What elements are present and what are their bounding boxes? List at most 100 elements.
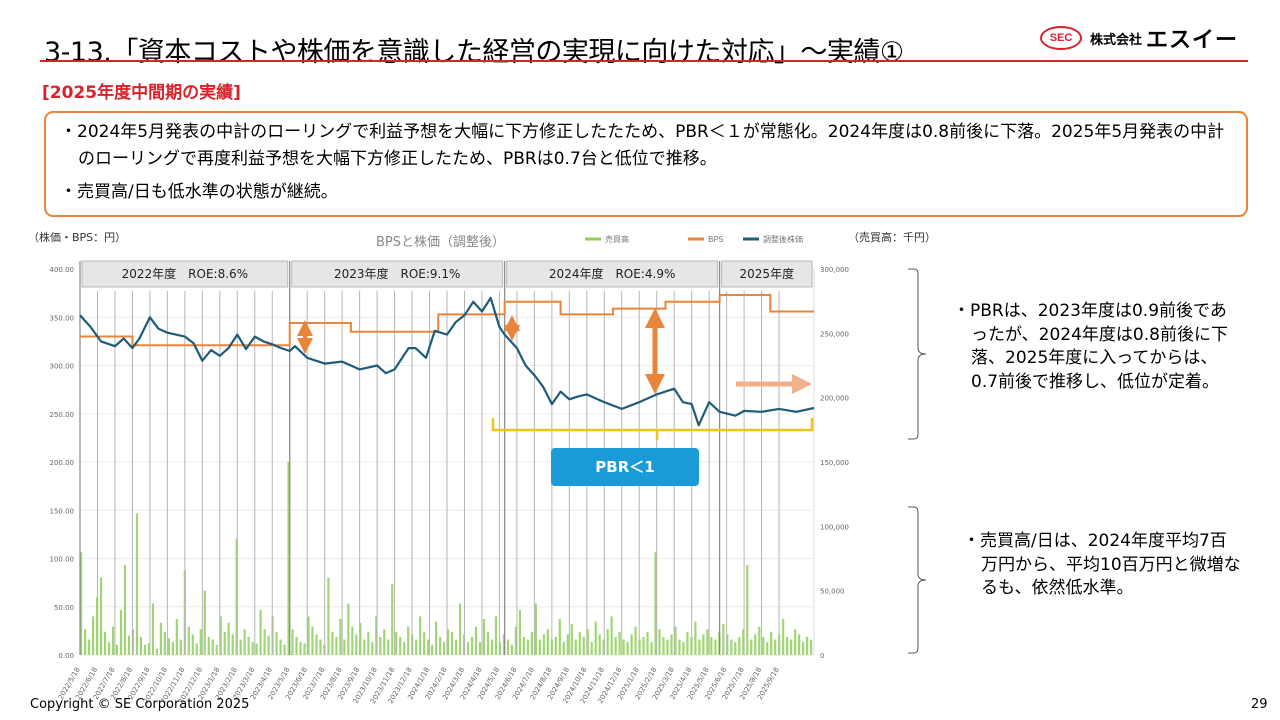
volume-bar: [371, 642, 374, 655]
volume-bar: [542, 634, 545, 655]
volume-bar: [686, 631, 689, 655]
volume-bar: [247, 636, 250, 655]
volume-bar: [758, 626, 761, 655]
volume-bar: [586, 629, 589, 655]
volume-bar: [239, 639, 242, 655]
bps-line: [80, 294, 814, 347]
legend-label: 売買高: [605, 234, 629, 244]
volume-bar: [311, 626, 314, 655]
volume-bar: [650, 642, 653, 655]
volume-bar: [387, 639, 390, 655]
volume-bar: [139, 636, 143, 655]
volume-bar: [215, 644, 218, 655]
volume-bar: [83, 629, 87, 655]
volume-bar: [766, 642, 769, 655]
volume-bar: [123, 564, 127, 655]
volume-bar: [171, 642, 174, 655]
volume-bar: [407, 626, 410, 655]
volume-bar: [582, 636, 585, 655]
volume-bar: [594, 621, 597, 655]
volume-bar: [538, 639, 541, 655]
volume-bar: [103, 631, 107, 655]
fiscal-year-label: 2025年度: [740, 266, 795, 281]
volume-bar: [458, 603, 462, 655]
volume-bar: [506, 639, 510, 655]
y-tick-label-right: 0: [820, 652, 824, 660]
volume-bar: [80, 552, 83, 655]
volume-bar: [494, 616, 498, 655]
volume-bar: [770, 631, 773, 655]
volume-bar: [243, 629, 246, 655]
volume-bar: [283, 644, 286, 655]
volume-bar: [522, 636, 525, 655]
volume-bar: [187, 626, 190, 655]
volume-bar: [223, 631, 226, 655]
copyright: Copyright © SE Corporation 2025: [30, 697, 250, 712]
volume-bar: [590, 642, 593, 655]
volume-bar: [207, 636, 210, 655]
volume-bar: [99, 577, 103, 655]
volume-bar: [734, 642, 737, 655]
title-underline: [40, 60, 1248, 62]
volume-note-brace: [908, 506, 927, 654]
volume-bar: [287, 462, 290, 655]
volume-bar: [363, 639, 366, 655]
volume-bar: [802, 642, 805, 655]
volume-bar: [267, 635, 270, 655]
volume-bar: [435, 621, 438, 655]
volume-bar: [682, 642, 685, 655]
y-tick-label-left: 400.00: [50, 266, 75, 274]
volume-bar: [335, 636, 338, 655]
volume-bar: [762, 636, 765, 655]
volume-bar: [730, 639, 733, 655]
y-tick-label-right: 300,000: [820, 266, 849, 274]
summary-bullet-2: ・売買高/日も低水準の状態が継続。: [60, 182, 338, 202]
volume-bar: [203, 590, 206, 655]
volume-bar: [259, 609, 262, 655]
pbr-badge: [551, 448, 699, 486]
left-axis-unit: （株価・BPS：円）: [28, 231, 127, 244]
page-number: 29: [1251, 697, 1268, 712]
chart-title: BPSと株価（調整後）: [376, 235, 505, 250]
volume-bar: [275, 631, 278, 655]
y-tick-label-left: 0.00: [58, 652, 74, 660]
volume-bar: [722, 624, 725, 655]
logo-mark: SEC: [1040, 26, 1082, 50]
volume-bar: [375, 616, 378, 655]
volume-bar: [510, 644, 514, 655]
right-axis-unit: （売買高：千円）: [848, 231, 936, 244]
y-tick-label-left: 100.00: [50, 556, 75, 564]
volume-bar: [714, 639, 717, 655]
volume-bar: [443, 642, 446, 655]
volume-bar: [754, 634, 757, 655]
volume-bar: [454, 639, 458, 655]
volume-bar: [530, 631, 533, 655]
fiscal-year-header: [506, 260, 719, 288]
price-line: [79, 296, 815, 427]
legend-label: 調整後株価: [763, 234, 803, 244]
volume-bar: [610, 616, 613, 655]
y-tick-label-left: 150.00: [50, 507, 75, 515]
volume-bar: [554, 636, 557, 655]
volume-bar: [626, 642, 629, 655]
volume-bar: [299, 642, 302, 655]
volume-bar: [211, 639, 214, 655]
volume-bar: [263, 629, 266, 655]
fiscal-year-header: [81, 260, 289, 288]
volume-bar: [439, 636, 442, 655]
fiscal-year-label: 2022年度 ROE:8.6%: [122, 266, 248, 281]
volume-bar: [534, 603, 537, 655]
volume-bar: [347, 603, 350, 655]
y-tick-label-right: 200,000: [820, 395, 849, 403]
y-tick-label-right: 150,000: [820, 459, 849, 467]
volume-bar: [343, 639, 346, 655]
volume-bar: [127, 635, 131, 655]
volume-bar: [315, 634, 318, 655]
volume-bar: [478, 642, 482, 655]
volume-bar: [331, 631, 334, 655]
volume-bar: [195, 643, 198, 655]
volume-bar: [514, 626, 518, 655]
volume-bar: [319, 639, 322, 655]
volume-bar: [307, 616, 310, 655]
volume-bar: [602, 639, 605, 655]
